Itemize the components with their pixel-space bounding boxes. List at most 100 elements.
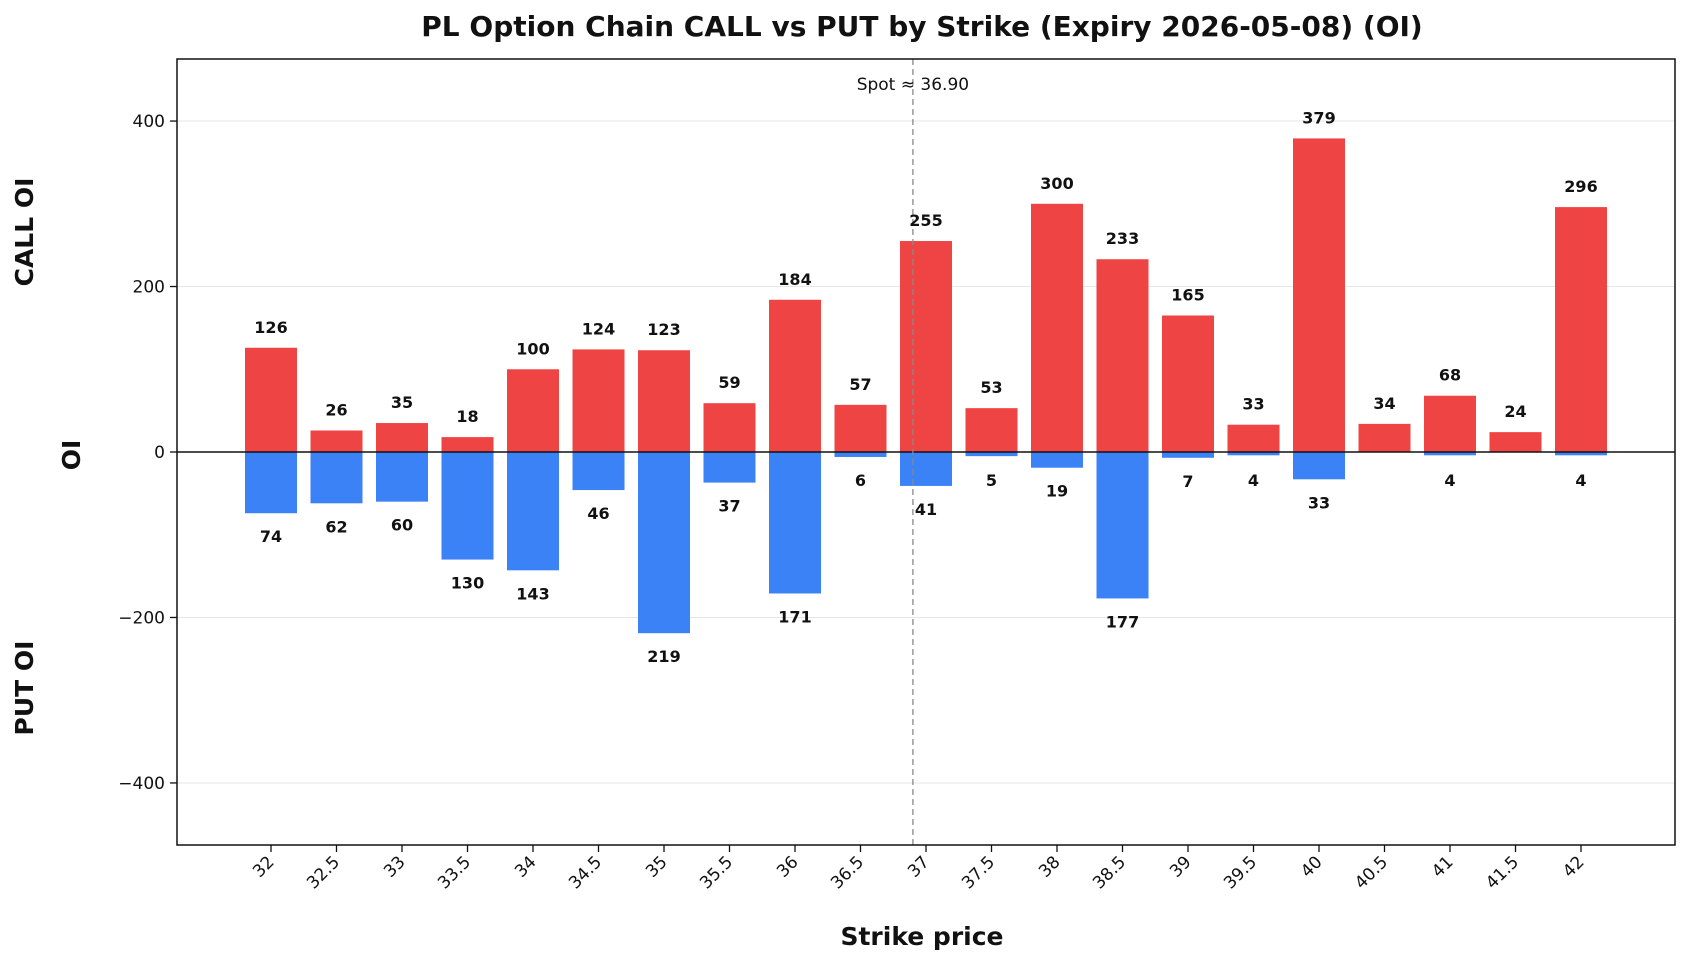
- put-bar: [1424, 452, 1476, 456]
- y-tick-label: 0: [154, 443, 165, 463]
- call-bar: [1358, 423, 1411, 452]
- call-oi-label: CALL OI: [10, 178, 39, 287]
- x-tick-label: 32: [249, 852, 278, 881]
- put-value-label: 130: [451, 574, 484, 593]
- x-tick-label: 40.5: [1351, 852, 1392, 893]
- x-tick-label: 41: [1428, 852, 1457, 881]
- x-tick-label: 41.5: [1482, 852, 1523, 893]
- call-bar: [1293, 138, 1345, 452]
- put-bar: [900, 452, 952, 486]
- put-bar: [310, 452, 363, 504]
- call-bar: [310, 430, 363, 452]
- y-tick-label: −200: [118, 608, 165, 628]
- call-value-label: 379: [1302, 108, 1335, 127]
- put-bar: [376, 452, 428, 502]
- call-bar: [769, 299, 821, 452]
- y-tick-label: 400: [133, 112, 165, 132]
- call-value-label: 34: [1373, 394, 1395, 413]
- put-value-label: 74: [260, 527, 282, 546]
- put-value-label: 46: [587, 504, 609, 523]
- put-value-label: 37: [718, 497, 740, 516]
- call-value-label: 255: [909, 211, 942, 230]
- put-bar: [1293, 452, 1345, 480]
- call-bar: [1489, 432, 1542, 452]
- x-tick-label: 38.5: [1089, 852, 1130, 893]
- call-value-label: 126: [254, 318, 287, 337]
- put-bar: [1162, 452, 1214, 458]
- call-value-label: 57: [849, 375, 871, 394]
- put-bar: [1555, 452, 1607, 456]
- put-value-label: 62: [325, 517, 347, 536]
- spot-marker: Spot ≈ 36.90: [857, 59, 969, 845]
- put-bar: [1227, 452, 1280, 456]
- call-value-label: 184: [778, 270, 811, 289]
- x-tick-label: 38: [1035, 852, 1064, 881]
- x-tick-label: 37: [904, 852, 933, 881]
- call-bar: [703, 403, 756, 452]
- call-value-label: 18: [456, 407, 478, 426]
- put-value-label: 177: [1106, 612, 1139, 631]
- call-bar: [1096, 259, 1149, 452]
- x-tick-label: 35.5: [696, 852, 737, 893]
- x-tick-label: 35: [642, 852, 671, 881]
- put-value-label: 33: [1308, 493, 1330, 512]
- call-bar: [900, 241, 952, 452]
- put-bar: [245, 452, 297, 514]
- call-value-label: 68: [1439, 366, 1461, 385]
- put-bar: [834, 452, 887, 457]
- call-value-label: 26: [325, 400, 347, 419]
- bars: [245, 138, 1607, 634]
- put-oi-label: PUT OI: [10, 641, 39, 736]
- put-value-label: 7: [1182, 472, 1193, 491]
- put-value-label: 41: [915, 500, 937, 519]
- call-bar: [572, 349, 625, 452]
- call-value-label: 59: [718, 373, 740, 392]
- x-tick-label: 34.5: [565, 852, 606, 893]
- x-tick-label: 36: [773, 852, 802, 881]
- x-tick-label: 40: [1297, 852, 1326, 881]
- chart-title: PL Option Chain CALL vs PUT by Strike (E…: [421, 10, 1422, 43]
- call-bar: [1031, 203, 1083, 452]
- call-bar: [834, 404, 887, 452]
- x-tick-label: 42: [1559, 852, 1588, 881]
- put-value-label: 6: [855, 471, 866, 490]
- put-bar: [572, 452, 625, 491]
- put-bar: [965, 452, 1018, 457]
- put-value-label: 4: [1248, 471, 1259, 490]
- call-bar: [376, 423, 428, 452]
- x-tick-label: 39: [1166, 852, 1195, 881]
- call-bar: [965, 408, 1018, 452]
- put-value-label: 171: [778, 607, 811, 626]
- call-value-label: 53: [980, 378, 1002, 397]
- put-bar: [1096, 452, 1149, 599]
- x-axis: 32 32.5 33 33.5 34 34.5 35 35.5 36 36.5 37 37.5 38 38…: [249, 845, 1589, 893]
- x-tick-label: 33: [380, 852, 409, 881]
- call-value-label: 233: [1106, 229, 1139, 248]
- put-bar: [638, 452, 690, 634]
- put-value-label: 5: [986, 471, 997, 490]
- call-value-label: 296: [1564, 177, 1597, 196]
- x-axis-title: Strike price: [840, 922, 1003, 951]
- put-bar: [769, 452, 821, 594]
- call-bar: [638, 350, 690, 452]
- call-bar: [1162, 315, 1214, 452]
- y-tick-label: −400: [118, 774, 165, 794]
- x-tick-label: 39.5: [1220, 852, 1261, 893]
- put-value-label: 143: [516, 584, 549, 603]
- put-bar: [441, 452, 494, 560]
- call-bar: [1424, 395, 1476, 452]
- call-bar: [245, 347, 297, 452]
- call-value-label: 123: [647, 320, 680, 339]
- data-labels: 1267426623560181301001431244612321959371…: [254, 108, 1597, 666]
- put-value-label: 4: [1575, 471, 1586, 490]
- spot-label: Spot ≈ 36.90: [857, 75, 969, 95]
- put-bar: [507, 452, 559, 571]
- y-tick-label: 200: [133, 278, 165, 298]
- call-value-label: 300: [1040, 174, 1073, 193]
- put-bar: [1031, 452, 1083, 468]
- call-value-label: 33: [1242, 395, 1264, 414]
- x-tick-label: 32.5: [303, 852, 344, 893]
- call-bar: [1227, 424, 1280, 452]
- call-bar: [441, 437, 494, 452]
